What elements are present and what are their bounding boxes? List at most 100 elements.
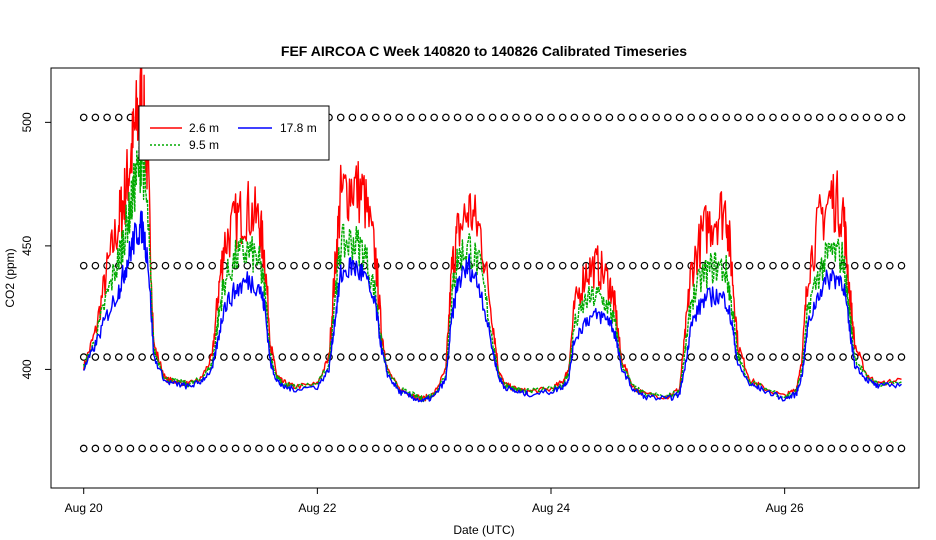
circle-point-3-33 (465, 113, 474, 122)
circle-point-1-12 (220, 353, 228, 361)
circle-point-0-48 (640, 444, 649, 453)
circle-point-0-35 (488, 444, 497, 453)
circle-point-3-51 (675, 113, 684, 122)
circle-point-3-69 (885, 113, 894, 122)
circle-point-0-0 (79, 444, 88, 453)
circle-point-3-22 (336, 113, 345, 122)
circle-point-0-34 (477, 444, 485, 453)
circle-point-3-23 (348, 113, 357, 122)
circle-point-3-26 (383, 113, 392, 122)
circle-point-2-49 (652, 261, 660, 270)
circle-point-3-52 (687, 113, 695, 122)
circle-point-2-46 (617, 261, 625, 270)
circle-point-1-1 (91, 353, 100, 361)
circle-point-1-44 (593, 353, 602, 361)
circle-point-2-61 (792, 261, 801, 270)
circle-point-2-50 (664, 261, 672, 270)
circle-point-1-7 (161, 353, 170, 361)
circle-point-0-47 (628, 444, 637, 453)
circle-point-3-63 (815, 113, 824, 122)
circle-point-2-70 (897, 261, 906, 270)
circle-point-0-31 (442, 444, 450, 453)
circle-point-1-48 (640, 353, 649, 361)
x-axis-label: Date (UTC) (453, 523, 514, 537)
circle-point-2-27 (395, 261, 403, 270)
circle-point-2-17 (278, 261, 287, 270)
circle-point-1-20 (313, 353, 322, 361)
circle-point-3-67 (862, 113, 871, 122)
circle-point-2-26 (383, 261, 392, 270)
circle-point-1-41 (558, 353, 567, 361)
circle-point-3-64 (827, 113, 836, 122)
circle-point-2-38 (523, 261, 532, 270)
circle-point-0-66 (850, 444, 859, 453)
legend: 2.6 m 9.5 m 17.8 m (138, 105, 330, 161)
circle-point-2-59 (769, 261, 777, 270)
circle-point-2-30 (430, 261, 438, 270)
circle-point-1-14 (243, 353, 252, 361)
circle-point-3-27 (395, 113, 403, 122)
circle-point-2-9 (185, 261, 193, 270)
legend-label-17-8m: 17.8 m (280, 121, 317, 135)
circle-point-2-63 (815, 261, 824, 270)
circle-point-0-4 (126, 444, 135, 453)
circle-point-0-43 (582, 444, 590, 453)
series-line-2-6-m (83, 68, 902, 402)
circle-point-3-40 (547, 113, 555, 122)
circle-point-0-37 (512, 444, 520, 453)
x-tick-label-0: Aug 20 (65, 501, 103, 515)
circle-point-1-70 (897, 353, 906, 361)
circle-point-3-68 (874, 113, 882, 122)
circle-point-3-39 (535, 113, 544, 122)
circle-point-0-65 (839, 444, 847, 453)
circle-point-0-59 (769, 444, 777, 453)
circle-point-1-4 (126, 353, 135, 361)
circle-point-0-28 (407, 444, 415, 453)
circle-point-3-59 (769, 113, 777, 122)
y-tick-label-0: 400 (20, 359, 34, 379)
circle-point-1-36 (500, 353, 509, 361)
plot-area (79, 68, 906, 453)
circle-point-3-65 (839, 113, 847, 122)
x-tick-label-2: Aug 24 (532, 501, 570, 515)
circle-point-2-67 (862, 261, 871, 270)
circle-point-0-13 (231, 444, 240, 453)
circle-point-2-41 (558, 261, 567, 270)
circle-point-1-40 (547, 353, 555, 361)
circle-point-3-57 (745, 113, 754, 122)
circle-point-3-35 (488, 113, 497, 122)
circle-point-0-49 (652, 444, 660, 453)
circle-point-0-41 (558, 444, 567, 453)
circle-point-2-42 (570, 261, 579, 270)
circle-point-1-68 (874, 353, 882, 361)
circle-point-0-42 (570, 444, 579, 453)
circle-point-2-19 (301, 261, 310, 270)
y-tick-label-2: 500 (20, 112, 34, 132)
circle-point-2-20 (313, 261, 322, 270)
circle-point-1-60 (780, 353, 789, 361)
circle-point-0-3 (114, 444, 123, 453)
circle-point-3-60 (780, 113, 789, 122)
circle-point-3-29 (418, 113, 427, 122)
y-tick-label-1: 450 (20, 236, 34, 256)
circle-point-0-23 (348, 444, 357, 453)
circle-point-0-32 (453, 444, 462, 453)
circle-point-1-9 (185, 353, 193, 361)
circle-point-3-45 (605, 113, 614, 122)
circle-point-0-17 (278, 444, 287, 453)
circle-point-2-35 (488, 261, 497, 270)
circle-point-3-44 (593, 113, 602, 122)
circle-point-0-57 (745, 444, 754, 453)
circle-point-2-51 (675, 261, 684, 270)
circle-point-2-39 (535, 261, 544, 270)
circle-point-0-68 (874, 444, 882, 453)
circle-point-0-51 (675, 444, 684, 453)
circle-point-1-10 (196, 353, 205, 361)
circle-point-0-63 (815, 444, 824, 453)
circle-point-0-33 (465, 444, 474, 453)
circle-point-1-55 (722, 353, 731, 361)
circle-point-3-42 (570, 113, 579, 122)
circle-point-2-31 (442, 261, 450, 270)
chart-title: FEF AIRCOA C Week 140820 to 140826 Calib… (281, 43, 687, 59)
